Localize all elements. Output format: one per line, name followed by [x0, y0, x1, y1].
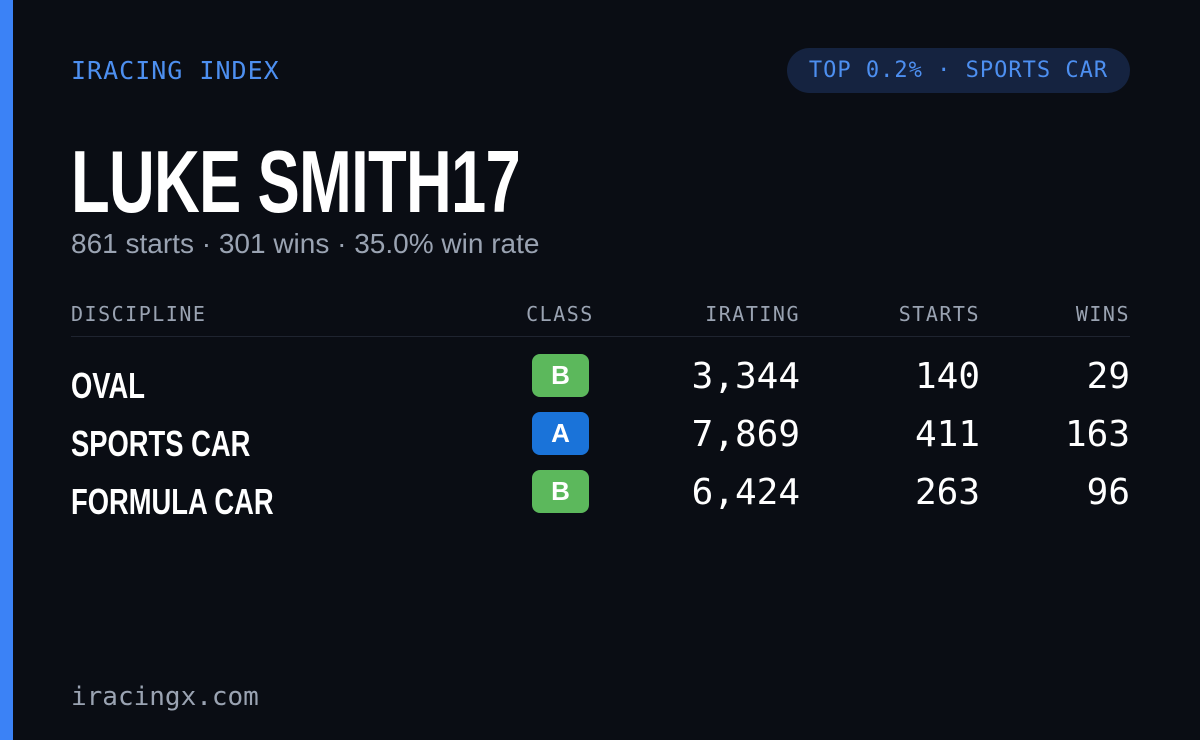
- class-badge: B: [532, 470, 589, 513]
- irating-value: 6,424: [691, 472, 800, 513]
- starts-value: 411: [914, 414, 980, 455]
- column-header: DISCIPLINE: [71, 302, 207, 326]
- header-rule: [71, 336, 1130, 337]
- wins-value: 29: [1086, 356, 1130, 397]
- wins-value: 96: [1086, 472, 1130, 513]
- irating-value: 7,869: [691, 414, 800, 455]
- irating-value: 3,344: [691, 356, 800, 397]
- summary: 861 starts · 301 wins · 35.0% win rate: [71, 228, 540, 259]
- rank-badge: TOP 0.2% · SPORTS CAR: [787, 48, 1130, 93]
- column-header: WINS: [1075, 302, 1130, 326]
- accent-bar: [0, 0, 13, 740]
- starts-value: 263: [914, 472, 980, 513]
- class-badge: A: [532, 412, 589, 455]
- column-header: IRATING: [705, 302, 800, 326]
- discipline: OVAL: [71, 365, 145, 406]
- driver-name: LUKE SMITH17: [71, 132, 521, 231]
- column-header: CLASS: [526, 302, 594, 326]
- starts-value: 140: [914, 356, 980, 397]
- discipline: FORMULA CAR: [71, 481, 274, 522]
- column-header: STARTS: [898, 302, 980, 326]
- brand: IRACING INDEX: [71, 56, 280, 85]
- discipline: SPORTS CAR: [71, 423, 251, 464]
- wins-value: 163: [1064, 414, 1130, 455]
- footer-site: iracingx.com: [71, 682, 259, 712]
- class-badge: B: [532, 354, 589, 397]
